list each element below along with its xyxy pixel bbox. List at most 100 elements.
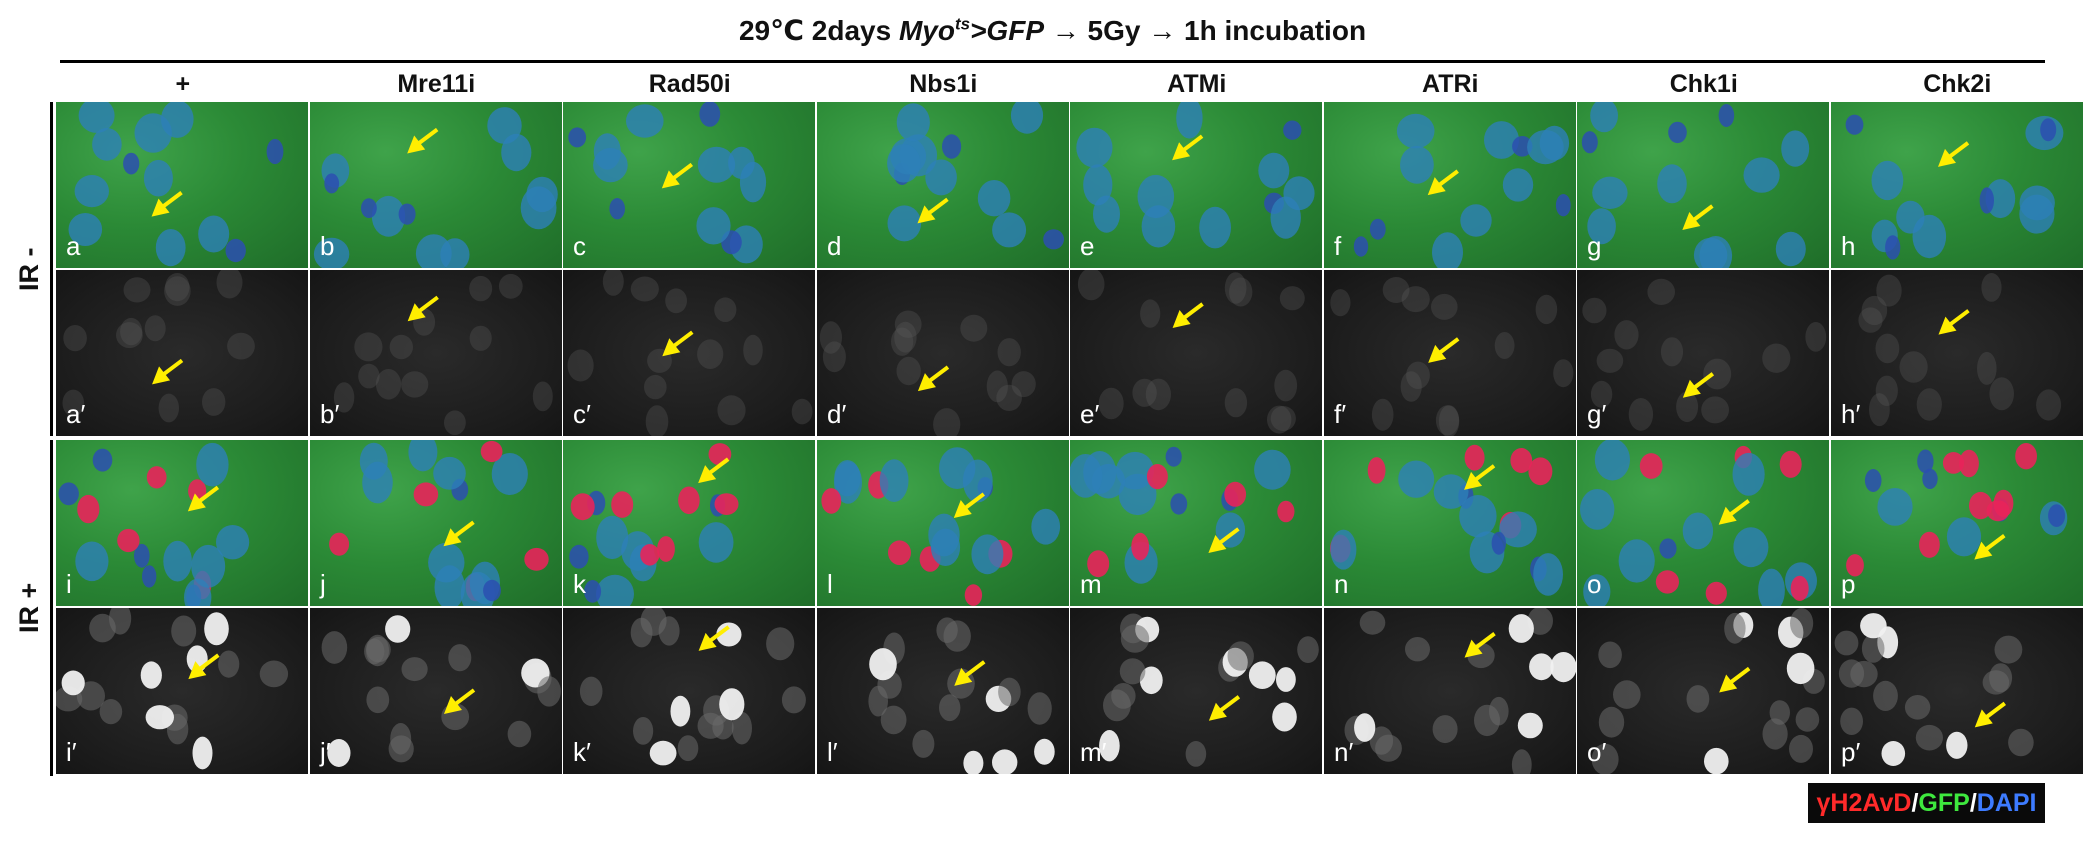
nucleus (321, 631, 348, 664)
damaged-nucleus (2015, 443, 2037, 470)
damaged-nucleus (145, 705, 174, 730)
panel-letter: a′ (66, 399, 86, 429)
panel-p: p (1831, 440, 2085, 608)
nucleus (894, 310, 922, 338)
nucleus (677, 735, 699, 762)
nucleus (879, 459, 909, 502)
panel-n-prime: n′ (1324, 608, 1578, 776)
panel-letter: o′ (1587, 737, 1607, 767)
nucleus (697, 146, 736, 183)
arrow-icon (1464, 632, 1496, 658)
nucleus (766, 627, 795, 661)
damaged-nucleus (716, 622, 742, 647)
damaged-nucleus (1517, 712, 1543, 739)
nucleus (1369, 218, 1386, 240)
damaged-nucleus (480, 440, 503, 463)
nucleus (1871, 160, 1904, 201)
damaged-nucleus (1508, 614, 1534, 643)
nucleus (1762, 343, 1791, 373)
nucleus (1043, 229, 1064, 250)
panel-letter: i (66, 569, 72, 599)
nucleus (1904, 695, 1931, 720)
nucleus (123, 152, 140, 175)
nucleus (986, 370, 1008, 403)
nucleus (1876, 274, 1902, 307)
damaged-nucleus (1986, 500, 2010, 522)
nucleus (1618, 539, 1655, 583)
nucleus (75, 541, 109, 582)
panel-letter: g (1587, 231, 1602, 261)
nucleus (1555, 194, 1571, 217)
nucleus (1227, 641, 1254, 671)
nucleus (158, 393, 179, 423)
nucleus (1267, 405, 1292, 434)
arrow-icon (443, 520, 475, 547)
nucleus (507, 720, 532, 748)
nucleus (109, 608, 132, 635)
damaged-nucleus (1272, 702, 1297, 732)
nucleus (1590, 380, 1613, 408)
nucleus (2008, 728, 2034, 757)
damaged-nucleus (649, 740, 677, 766)
damaged-nucleus (146, 466, 167, 489)
panel-letter: h′ (1841, 399, 1861, 429)
panel-letter: o (1587, 569, 1602, 599)
nucleus (1553, 359, 1574, 388)
damaged-nucleus (1529, 653, 1554, 681)
damaged-nucleus (524, 547, 549, 571)
nucleus (164, 276, 191, 306)
panel-o-prime: o′ (1577, 608, 1831, 776)
nucleus (1279, 286, 1305, 311)
nucleus (1145, 378, 1171, 411)
arrow-icon (1427, 169, 1459, 196)
panel-i-prime: i′ (56, 608, 310, 776)
nucleus (1070, 454, 1103, 498)
nucleus (415, 234, 452, 268)
nucleus (469, 275, 493, 302)
nucleus (1875, 333, 1900, 364)
nucleus (1359, 610, 1386, 635)
nucleus (1512, 136, 1533, 157)
nucleus (1459, 495, 1497, 538)
nucleus (1896, 200, 1925, 234)
nucleus (714, 297, 737, 322)
panel-cells (1076, 102, 1315, 249)
panel-letter: e′ (1080, 399, 1100, 429)
arrow-icon (443, 688, 476, 715)
nucleus (1371, 398, 1394, 431)
panel-letter: c (573, 231, 586, 261)
column-header-4: ATMi (1167, 70, 1227, 98)
nucleus (134, 543, 150, 568)
nucleus (1994, 635, 2023, 664)
nucleus (1869, 393, 1890, 427)
nucleus (1596, 348, 1624, 373)
panel-g-prime: g′ (1577, 270, 1831, 438)
nucleus (1027, 692, 1052, 725)
nucleus (366, 634, 389, 667)
panel-letter: m′ (1080, 737, 1107, 767)
panel-cells (819, 310, 1036, 436)
arrow-icon (1464, 464, 1496, 490)
nucleus (1989, 377, 2014, 411)
panel-letter: k (573, 569, 586, 599)
title-driver: Myo (898, 15, 955, 46)
nucleus (791, 398, 813, 425)
nucleus (928, 513, 960, 557)
nucleus (483, 579, 501, 602)
panel-letter: p′ (1841, 737, 1861, 767)
panel-b: b (310, 102, 564, 270)
nucleus (1845, 114, 1864, 135)
nucleus (658, 616, 680, 646)
damaged-nucleus (1881, 741, 1906, 766)
damaged-nucleus (192, 736, 213, 770)
arrow-icon (1938, 309, 1970, 335)
nucleus (143, 159, 173, 197)
nucleus (1274, 369, 1298, 402)
panel-o: o (1577, 440, 1831, 608)
nucleus (1699, 236, 1733, 268)
nucleus (1598, 706, 1625, 738)
damaged-nucleus (1146, 464, 1168, 490)
nucleus (1762, 718, 1788, 750)
panel-letter: b′ (320, 399, 340, 429)
nucleus (887, 205, 922, 242)
